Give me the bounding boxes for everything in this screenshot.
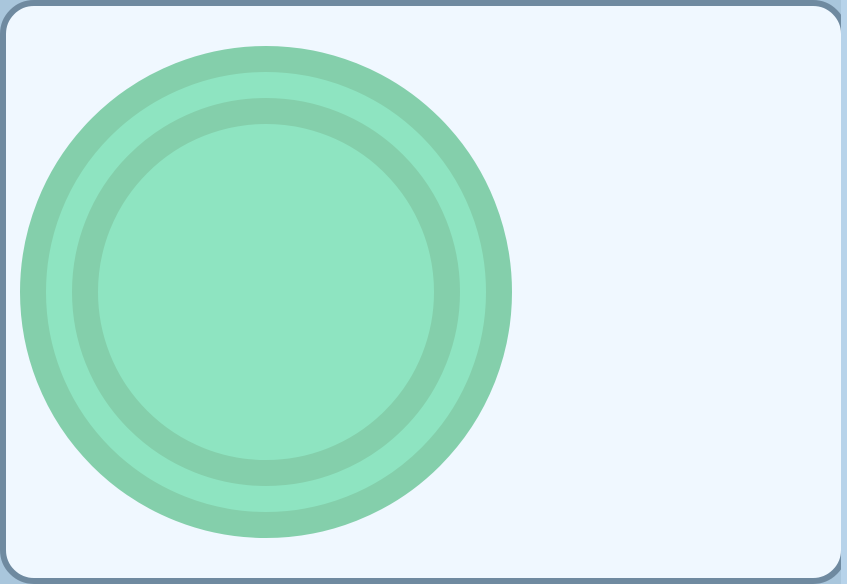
toggle-knob-inner-ring: [72, 98, 460, 486]
window-edge: [841, 0, 847, 584]
toggle-switch-knob[interactable]: [20, 46, 512, 538]
